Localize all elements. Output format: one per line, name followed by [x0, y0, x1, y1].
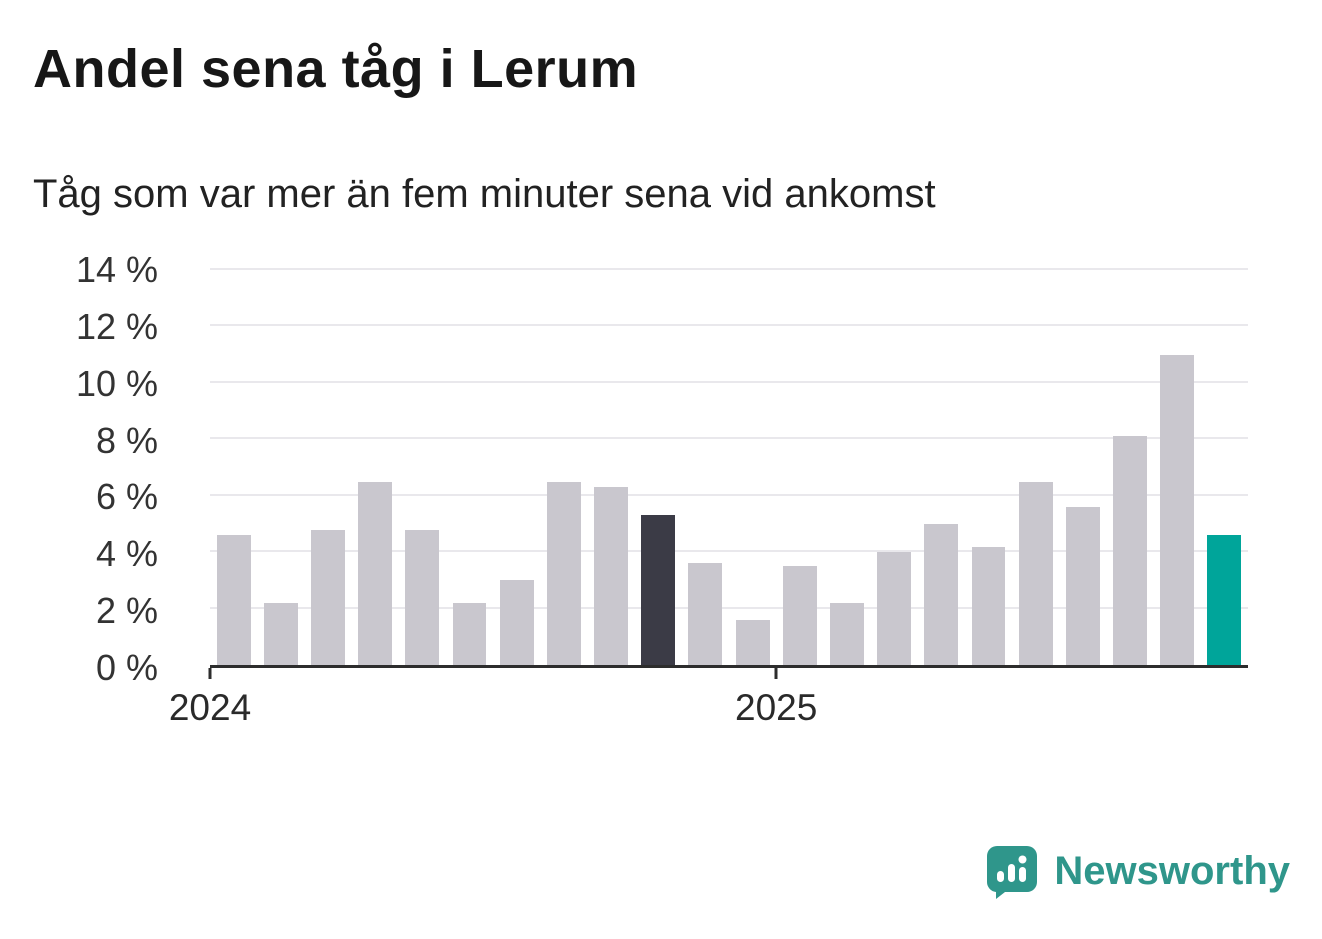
bar — [310, 529, 345, 665]
gridline — [210, 606, 1248, 609]
gridline — [210, 380, 1248, 383]
bar — [924, 523, 959, 665]
x-tick — [774, 668, 778, 679]
chart-title: Andel sena tåg i Lerum — [33, 39, 639, 99]
y-tick-label: 6 % — [95, 476, 158, 518]
y-tick-label: 4 % — [95, 533, 158, 575]
bar — [877, 552, 912, 665]
y-tick-label: 8 % — [95, 419, 158, 461]
bar — [452, 602, 487, 665]
bar — [829, 602, 864, 665]
plot-area: 2024 2025 — [169, 268, 1248, 728]
y-tick-label: 0 % — [95, 647, 158, 688]
bar — [688, 563, 723, 665]
bar — [594, 487, 629, 665]
y-tick-label: 10 % — [75, 362, 158, 404]
x-tick-label: 2024 — [168, 687, 252, 728]
gridline — [210, 437, 1248, 440]
y-tick-label: 14 % — [75, 249, 158, 290]
x-tick-label: 2025 — [735, 687, 818, 728]
bar — [216, 535, 251, 665]
bar — [546, 481, 581, 665]
bar — [971, 546, 1006, 665]
bar — [735, 619, 770, 665]
bar — [263, 602, 298, 665]
gridline — [210, 268, 1248, 270]
newsworthy-logo-icon — [987, 846, 1038, 899]
bar — [499, 580, 534, 665]
y-axis-labels: 0 % 2 % 4 % 6 % 8 % 10 % 12 % 14 % — [0, 249, 158, 688]
gridline — [210, 550, 1248, 553]
y-tick-label: 2 % — [95, 590, 158, 632]
gridline — [210, 493, 1248, 496]
bar — [1065, 507, 1100, 665]
newsworthy-logo-text: Newsworthy — [1054, 848, 1290, 893]
bar — [782, 566, 817, 665]
bar — [1018, 481, 1053, 665]
y-tick-label: 12 % — [75, 305, 158, 347]
gridline — [210, 324, 1248, 327]
chart-subtitle: Tåg som var mer än fem minuter sena vid … — [33, 172, 936, 216]
bar — [405, 529, 440, 665]
bar — [1160, 354, 1195, 665]
newsworthy-logo: Newsworthy — [984, 843, 1290, 899]
x-tick — [208, 668, 212, 679]
bar — [1207, 535, 1242, 665]
bar — [641, 515, 676, 665]
bar — [358, 481, 393, 665]
bar — [1113, 436, 1148, 665]
